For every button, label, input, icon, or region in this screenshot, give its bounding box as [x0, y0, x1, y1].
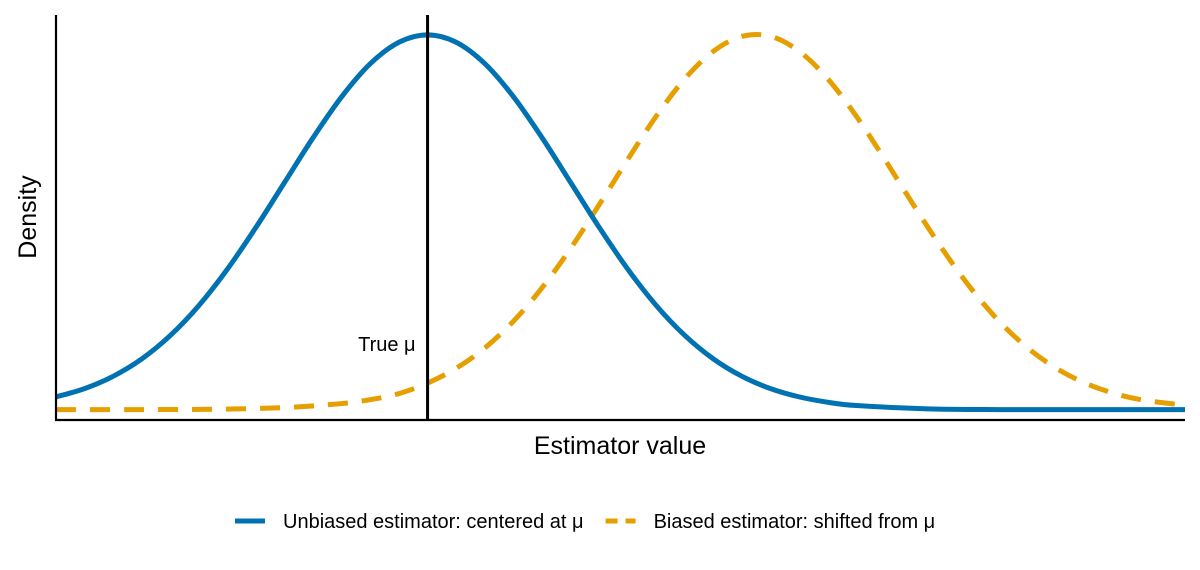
legend: Unbiased estimator: centered at μ Biased …	[235, 511, 935, 533]
series-line-unbiased-estimator	[55, 32, 1185, 413]
legend-label-biased-estimator: Biased estimator: shifted from μ	[654, 511, 936, 533]
y-axis-title: Density	[14, 175, 42, 259]
plot-area	[55, 15, 1186, 420]
legend-label-unbiased-estimator: Unbiased estimator: centered at μ	[283, 511, 584, 533]
x-axis-title: Estimator value	[534, 432, 706, 460]
true-value-label: True μ	[358, 334, 415, 356]
series-line-biased-estimator	[55, 31, 1186, 413]
